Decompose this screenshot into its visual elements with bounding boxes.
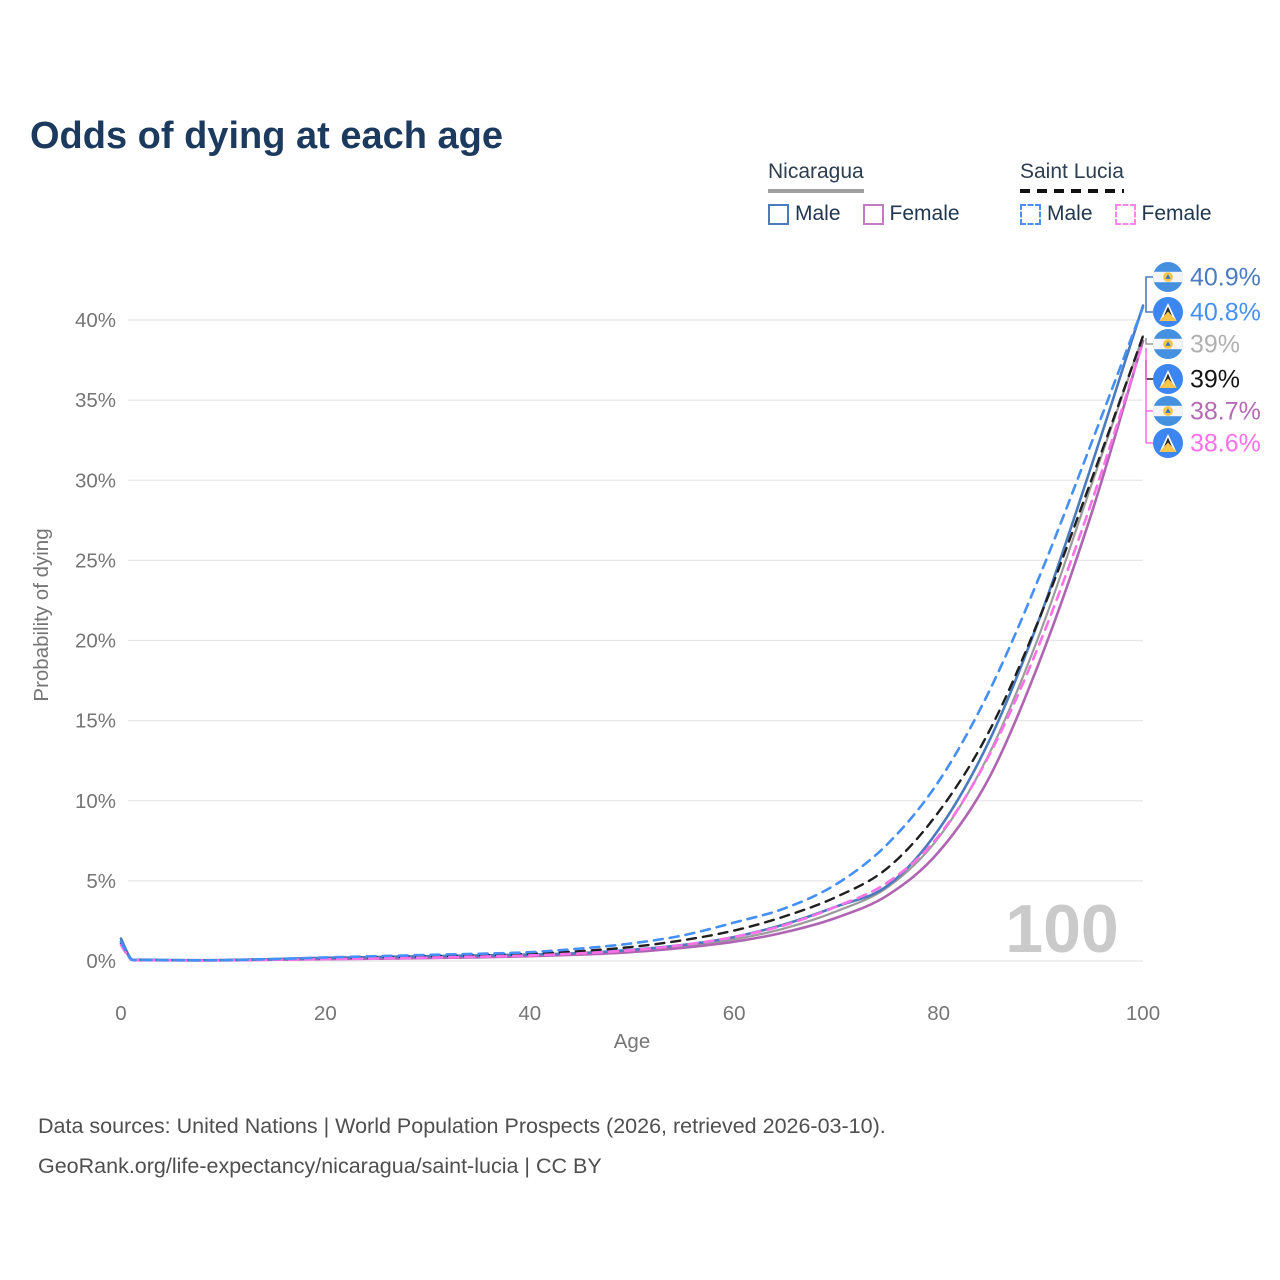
y-tick-label: 0%	[86, 950, 116, 973]
footer: Data sources: United Nations | World Pop…	[38, 1106, 886, 1186]
label-connector	[1145, 276, 1153, 313]
end-label-value: 38.7%	[1190, 398, 1261, 426]
end-label-value: 39%	[1190, 331, 1240, 359]
legend-item-label: Male	[1047, 202, 1093, 225]
legend-item-label: Male	[795, 202, 841, 225]
label-connector	[1145, 338, 1153, 345]
legend-items-saint-lucia: Male Female	[1020, 202, 1234, 226]
saint-lucia-flag-icon	[1153, 297, 1183, 327]
end-label-value: 39%	[1190, 366, 1240, 394]
end-label-saint-lucia-female[interactable]: 38.6%	[1153, 428, 1261, 458]
page-title: Odds of dying at each age	[30, 115, 503, 158]
y-tick-label: 5%	[86, 870, 116, 893]
legend-group-saint-lucia: Saint Lucia Male Female	[1020, 160, 1234, 226]
series-line-saint-lucia-male[interactable]	[119, 305, 1145, 962]
end-label-value: 40.9%	[1190, 264, 1261, 292]
legend-group-nicaragua: Nicaragua Male Female	[768, 160, 982, 226]
y-tick-label: 30%	[75, 469, 116, 492]
line-swatch-icon	[862, 203, 884, 225]
nicaragua-flag-icon	[1153, 396, 1183, 426]
y-tick-label: 20%	[75, 630, 116, 653]
end-label-nicaragua-male[interactable]: 40.9%	[1153, 262, 1261, 292]
y-tick-label: 40%	[75, 309, 116, 332]
line-swatch-icon	[768, 203, 789, 225]
y-tick-label: 35%	[75, 389, 116, 412]
y-axis-title: Probability of dying	[30, 528, 53, 701]
series-line-nicaragua-total[interactable]	[119, 334, 1145, 962]
age-watermark: 100	[1005, 891, 1118, 967]
end-label-value: 40.8%	[1190, 299, 1261, 327]
line-chart: 0% 5% 10% 15% 20% 25% 30% 35% 40% 0 20 40 60 80 100 Age…	[30, 262, 1261, 1053]
legend-item-nicaragua-female[interactable]: Female	[862, 202, 960, 226]
legend-item-nicaragua-male[interactable]: Male	[768, 202, 841, 226]
y-tick-label: 10%	[75, 790, 116, 813]
y-tick-label: 25%	[75, 549, 116, 572]
legend-country-saint-lucia: Saint Lucia	[1020, 160, 1124, 193]
end-label-saint-lucia-total[interactable]: 39%	[1153, 364, 1240, 394]
x-tick-label: 80	[927, 1002, 950, 1025]
x-tick-label: 40	[518, 1002, 541, 1025]
series-line-saint-lucia-female[interactable]	[119, 341, 1145, 962]
legend-country-label: Nicaragua	[768, 160, 864, 183]
series-line-saint-lucia-total[interactable]	[119, 334, 1145, 962]
footer-data-sources: Data sources: United Nations | World Pop…	[38, 1114, 886, 1138]
saint-lucia-flag-icon	[1153, 428, 1183, 458]
legend-item-label: Female	[1141, 202, 1212, 225]
series-line-nicaragua-female[interactable]	[119, 339, 1145, 962]
x-tick-label: 60	[723, 1002, 746, 1025]
nicaragua-flag-icon	[1153, 329, 1183, 359]
end-label-value: 38.6%	[1190, 430, 1261, 458]
legend-country-nicaragua: Nicaragua	[768, 160, 864, 193]
line-swatch-icon	[1020, 203, 1041, 225]
saint-lucia-flag-icon	[1153, 364, 1183, 394]
legend-country-label: Saint Lucia	[1020, 160, 1124, 183]
legend-items-nicaragua: Male Female	[768, 202, 982, 226]
y-tick-label: 15%	[75, 710, 116, 733]
legend-underline-saint-lucia	[1020, 189, 1124, 193]
label-connector	[1145, 360, 1153, 380]
nicaragua-flag-icon	[1153, 262, 1183, 292]
series-line-nicaragua-male[interactable]	[119, 304, 1145, 962]
legend-underline-nicaragua	[768, 189, 864, 193]
x-tick-label: 100	[1126, 1002, 1160, 1025]
legend-item-label: Female	[889, 202, 960, 225]
legend-item-saint-lucia-male[interactable]: Male	[1020, 202, 1093, 226]
end-label-nicaragua-total[interactable]: 39%	[1153, 329, 1240, 359]
end-label-saint-lucia-male[interactable]: 40.8%	[1153, 297, 1261, 327]
end-label-nicaragua-female[interactable]: 38.7%	[1153, 396, 1261, 426]
label-connector	[1145, 348, 1153, 444]
x-axis-title: Age	[614, 1030, 650, 1053]
x-tick-label: 20	[314, 1002, 337, 1025]
footer-attribution: GeoRank.org/life-expectancy/nicaragua/sa…	[38, 1154, 602, 1178]
legend-item-saint-lucia-female[interactable]: Female	[1114, 202, 1212, 226]
line-swatch-icon	[1114, 203, 1136, 225]
x-tick-label: 0	[115, 1002, 126, 1025]
